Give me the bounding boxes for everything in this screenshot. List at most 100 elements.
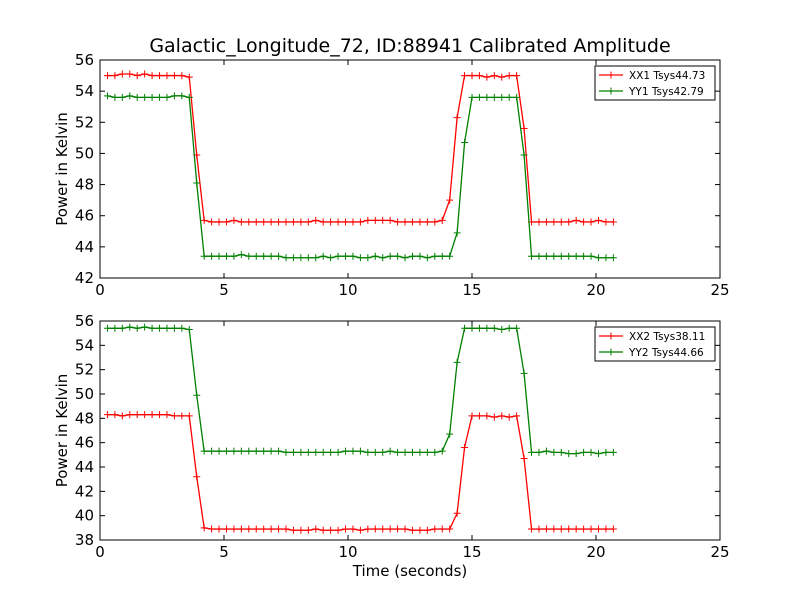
data-point: [594, 254, 602, 262]
x-tick-label: 25: [710, 543, 729, 561]
data-point: [163, 72, 171, 80]
data-point: [602, 525, 610, 533]
data-point: [446, 252, 454, 260]
legend-box: [594, 65, 716, 101]
data-point: [312, 525, 320, 533]
panel-2: 0 5 10 15 20 25 38 40 42 44 46 48 50 52 54 56 Power in K…: [53, 312, 730, 580]
data-point: [438, 525, 446, 533]
data-point: [349, 447, 357, 455]
y-tick-label: 44: [75, 238, 94, 256]
data-point: [252, 525, 260, 533]
data-point: [565, 450, 573, 458]
y-tick-label: 38: [75, 531, 94, 549]
data-point: [408, 448, 416, 456]
data-point: [364, 525, 372, 533]
data-point: [289, 254, 297, 262]
data-point: [126, 92, 134, 100]
data-point: [505, 72, 513, 80]
data-point: [371, 448, 379, 456]
data-point: [133, 324, 141, 332]
x-tick-label: 20: [586, 281, 605, 299]
data-point: [528, 525, 536, 533]
data-point: [178, 324, 186, 332]
data-point: [483, 324, 491, 332]
data-point: [602, 218, 610, 226]
data-point: [222, 525, 230, 533]
data-point: [260, 525, 268, 533]
data-point: [260, 252, 268, 260]
data-point: [297, 448, 305, 456]
data-point: [289, 218, 297, 226]
data-point: [498, 412, 506, 420]
data-point: [289, 526, 297, 534]
data-point: [379, 254, 387, 262]
data-point: [118, 324, 126, 332]
data-point: [565, 218, 573, 226]
data-point: [461, 324, 469, 332]
data-point: [379, 525, 387, 533]
data-point: [587, 525, 595, 533]
data-point: [103, 324, 111, 332]
data-point: [386, 216, 394, 224]
y-tick-label: 42: [75, 482, 94, 500]
data-point: [505, 413, 513, 421]
data-point: [304, 218, 312, 226]
legend-marker: [607, 87, 615, 95]
data-point: [215, 525, 223, 533]
data-point: [371, 252, 379, 260]
data-point: [111, 93, 119, 101]
data-point: [609, 254, 617, 262]
data-point: [572, 525, 580, 533]
y-tick-label: 50: [75, 385, 94, 403]
x-tick-label: 15: [462, 281, 481, 299]
data-point: [535, 218, 543, 226]
data-point: [423, 526, 431, 534]
data-point: [356, 526, 364, 534]
data-point: [208, 525, 216, 533]
legend-entry: YY2 Tsys44.66: [599, 347, 704, 359]
data-point: [118, 412, 126, 420]
series-1: [103, 411, 617, 534]
data-point: [498, 93, 506, 101]
data-point: [267, 252, 275, 260]
data-point: [148, 411, 156, 419]
data-point: [245, 218, 253, 226]
data-point: [275, 218, 283, 226]
data-point: [163, 93, 171, 101]
data-point: [170, 92, 178, 100]
data-point: [312, 254, 320, 262]
data-point: [535, 525, 543, 533]
x-tick-label: 25: [710, 281, 729, 299]
data-point: [379, 448, 387, 456]
legend-box: [594, 326, 716, 362]
data-point: [327, 526, 335, 534]
data-point: [386, 252, 394, 260]
data-point: [148, 324, 156, 332]
y-tick-label: 46: [75, 434, 94, 452]
data-point: [468, 93, 476, 101]
data-point: [304, 526, 312, 534]
data-point: [200, 216, 208, 224]
data-point: [297, 254, 305, 262]
legend-label: YY2 Tsys44.66: [628, 347, 704, 359]
data-point: [208, 218, 216, 226]
series-2: [103, 92, 617, 262]
data-point: [111, 324, 119, 332]
data-point: [394, 525, 402, 533]
data-point: [319, 252, 327, 260]
data-point: [446, 196, 454, 204]
data-point: [230, 447, 238, 455]
data-point: [327, 218, 335, 226]
data-point: [275, 525, 283, 533]
y-tick-label: 54: [75, 336, 94, 354]
data-point: [304, 254, 312, 262]
legend-marker: [607, 332, 615, 340]
legend: XX1 Tsys44.73 YY1 Tsys42.79: [594, 65, 716, 101]
data-point: [483, 73, 491, 81]
y-tick-label: 40: [75, 507, 94, 525]
data-point: [237, 218, 245, 226]
data-point: [453, 358, 461, 366]
data-point: [185, 326, 193, 334]
data-point: [423, 254, 431, 262]
